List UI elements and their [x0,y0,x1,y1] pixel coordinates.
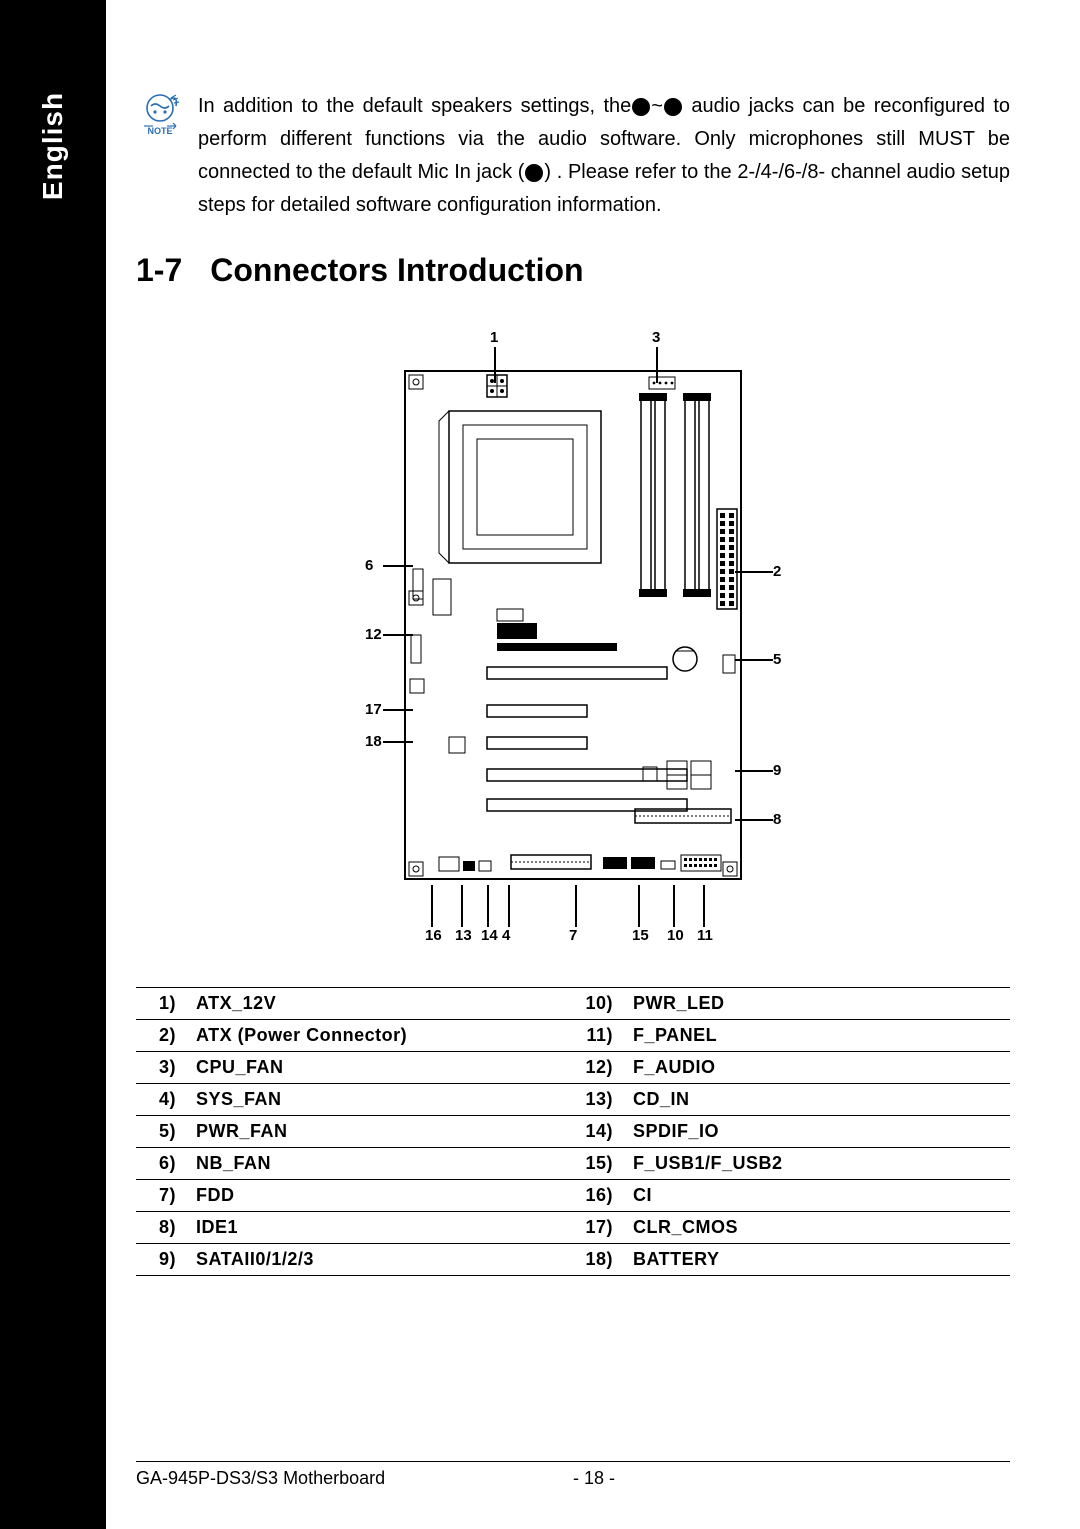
table-row: 4)SYS_FAN 13)CD_IN [136,1084,1010,1116]
callout-label: 3 [652,329,660,346]
connector-name: SYS_FAN [196,1089,282,1110]
language-label: English [37,92,69,200]
connector-name: ATX_12V [196,993,276,1014]
board-svg [403,369,743,889]
table-row: 6)NB_FAN 15)F_USB1/F_USB2 [136,1148,1010,1180]
table-row: 9)SATAII0/1/2/3 18)BATTERY [136,1244,1010,1276]
callout-line [494,347,496,383]
callout-label: 12 [365,626,382,643]
diagram-wrapper: 136121718259816131447151011 [136,329,1010,949]
connector-number: 13) [573,1089,633,1110]
connector-number: 11) [573,1025,633,1046]
connector-table: 1)ATX_12V 10)PWR_LED 2)ATX (Power Connecto… [136,987,1010,1276]
callout-label: 2 [773,563,781,580]
note-block: NOTE In addition to the default speakers… [136,90,1010,222]
section-heading: 1-7 Connectors Introduction [136,252,1010,289]
callout-label: 14 [481,927,498,944]
footer-product: GA-945P-DS3/S3 Motherboard [136,1468,573,1489]
connector-name: F_AUDIO [633,1057,716,1078]
callout-line [735,571,773,573]
connector-number: 5) [136,1121,196,1142]
connector-number: 17) [573,1217,633,1238]
connector-name: BATTERY [633,1249,720,1270]
callout-line [431,885,433,927]
connector-number: 10) [573,993,633,1014]
connector-number: 15) [573,1153,633,1174]
callout-line [735,659,773,661]
callout-line [735,819,773,821]
table-row: 8)IDE1 17)CLR_CMOS [136,1212,1010,1244]
callout-label: 6 [365,557,373,574]
page-footer: GA-945P-DS3/S3 Motherboard - 18 - [136,1461,1010,1489]
connector-number: 9) [136,1249,196,1270]
callout-line [383,565,413,567]
callout-line [735,770,773,772]
connector-name: FDD [196,1185,235,1206]
connector-name: PWR_FAN [196,1121,288,1142]
callout-label: 5 [773,651,781,668]
connector-name: IDE1 [196,1217,238,1238]
callout-label: 9 [773,762,781,779]
callout-line [383,709,413,711]
callout-line [383,741,413,743]
connector-name: CI [633,1185,652,1206]
connector-name: F_PANEL [633,1025,717,1046]
table-row: 5)PWR_FAN 14)SPDIF_IO [136,1116,1010,1148]
callout-line [673,885,675,927]
connector-number: 3) [136,1057,196,1078]
connector-number: 7) [136,1185,196,1206]
connector-name: ATX (Power Connector) [196,1025,407,1046]
connector-number: 18) [573,1249,633,1270]
connector-number: 8) [136,1217,196,1238]
callout-label: 16 [425,927,442,944]
connector-name: PWR_LED [633,993,725,1014]
callout-line [703,885,705,927]
connector-number: 4) [136,1089,196,1110]
heading-title: Connectors Introduction [210,252,583,288]
callout-label: 15 [632,927,649,944]
callout-label: 17 [365,701,382,718]
motherboard-diagram: 136121718259816131447151011 [303,329,843,949]
connector-name: CPU_FAN [196,1057,284,1078]
callout-line [656,347,658,383]
callout-label: 4 [502,927,510,944]
footer-page-number: - 18 - [573,1468,615,1489]
connector-number: 14) [573,1121,633,1142]
callout-line [487,885,489,927]
note-text: In addition to the default speakers sett… [198,90,1010,222]
page-content: NOTE In addition to the default speakers… [106,0,1080,1529]
language-sidebar: English [0,0,106,1529]
table-row: 7)FDD 16)CI [136,1180,1010,1212]
note-icon: NOTE [136,92,184,145]
connector-name: CLR_CMOS [633,1217,738,1238]
callout-line [508,885,510,927]
callout-label: 1 [490,329,498,346]
callout-line [461,885,463,927]
callout-label: 13 [455,927,472,944]
connector-number: 2) [136,1025,196,1046]
connector-name: SATAII0/1/2/3 [196,1249,314,1270]
connector-number: 16) [573,1185,633,1206]
connector-number: 1) [136,993,196,1014]
table-row: 2)ATX (Power Connector) 11)F_PANEL [136,1020,1010,1052]
callout-line [575,885,577,927]
callout-line [638,885,640,927]
connector-name: F_USB1/F_USB2 [633,1153,783,1174]
connector-name: CD_IN [633,1089,690,1110]
table-row: 1)ATX_12V 10)PWR_LED [136,988,1010,1020]
connector-number: 6) [136,1153,196,1174]
connector-name: NB_FAN [196,1153,271,1174]
callout-label: 7 [569,927,577,944]
callout-label: 11 [697,927,713,944]
heading-number: 1-7 [136,252,182,288]
connector-number: 12) [573,1057,633,1078]
callout-line [383,634,413,636]
callout-label: 18 [365,733,382,750]
callout-label: 8 [773,811,781,828]
table-row: 3)CPU_FAN 12)F_AUDIO [136,1052,1010,1084]
connector-name: SPDIF_IO [633,1121,719,1142]
svg-text:NOTE: NOTE [147,126,172,136]
callout-label: 10 [667,927,684,944]
